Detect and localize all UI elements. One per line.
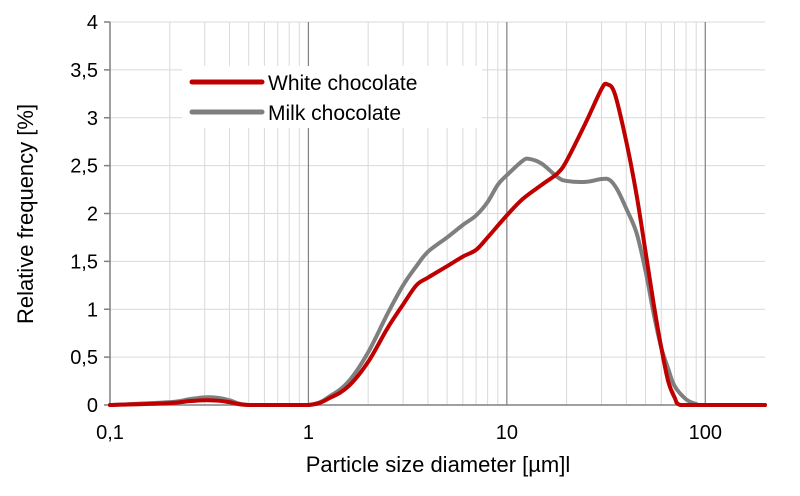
y-tick-label: 0 <box>87 395 98 417</box>
x-axis-title: Particle size diameter [µm]l <box>306 452 571 477</box>
series-line-white-chocolate <box>108 81 767 407</box>
y-tick-label: 3,5 <box>70 60 98 82</box>
y-tick-label: 2,5 <box>70 156 98 178</box>
y-tick-label: 4 <box>87 12 98 34</box>
series-layer <box>108 81 767 407</box>
y-tick-label: 3 <box>87 108 98 130</box>
x-tick-label: 10 <box>496 422 518 444</box>
y-tick-label: 1 <box>87 299 98 321</box>
x-tick-label: 1 <box>303 422 314 444</box>
x-tick-label: 100 <box>689 422 722 444</box>
legend-background <box>182 66 482 128</box>
y-tick-label: 1,5 <box>70 251 98 273</box>
y-axis-title: Relative frequency [%] <box>13 104 38 324</box>
legend-label-white-chocolate: White chocolate <box>268 72 417 95</box>
y-tick-label: 2 <box>87 204 98 226</box>
x-tick-label: 0,1 <box>96 422 124 444</box>
tick-labels: 0 0,5 1 1,5 2 2,5 3 3,5 4 0,1 1 10 100 <box>70 12 722 444</box>
legend-label-milk-chocolate: Milk chocolate <box>268 102 401 125</box>
legend: White chocolate Milk chocolate <box>182 66 482 128</box>
y-tick-label: 0,5 <box>70 347 98 369</box>
